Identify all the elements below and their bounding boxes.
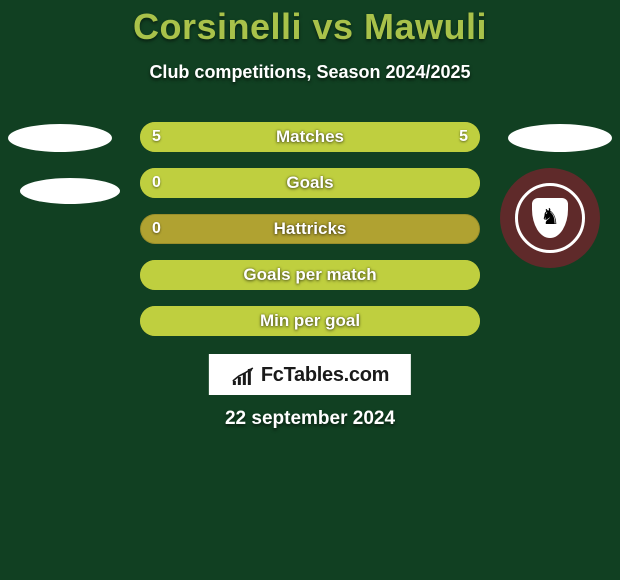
stat-bar-fill-right [140, 306, 480, 336]
page-title: Corsinelli vs Mawuli [0, 0, 620, 48]
stat-bar: Hattricks0 [140, 214, 480, 244]
stat-bar: Goals0 [140, 168, 480, 198]
stat-bar: Min per goal [140, 306, 480, 336]
right-player-badge-area: ♞ [500, 110, 620, 370]
club-crest-ring: ♞ [515, 183, 585, 253]
left-player-badge-area [0, 110, 120, 370]
snapshot-date: 22 september 2024 [0, 408, 620, 430]
stat-bar-fill-right [310, 122, 480, 152]
stat-bar: Matches55 [140, 122, 480, 152]
comparison-card: Corsinelli vs Mawuli Club competitions, … [0, 0, 620, 580]
brand-text: FcTables.com [261, 364, 389, 387]
right-ellipse-1 [508, 124, 612, 152]
brand-box: FcTables.com [209, 354, 411, 395]
stat-bar-fill-right [140, 168, 480, 198]
left-ellipse-1 [8, 124, 112, 152]
stats-bars: Matches55 Goals0 Hattricks0 Goals per match… [140, 122, 480, 352]
left-ellipse-2 [20, 178, 120, 204]
stat-bar-fill-right [140, 260, 480, 290]
horse-icon: ♞ [540, 204, 560, 230]
stat-bar-fill-left [140, 122, 310, 152]
brand-chart-icon [231, 367, 255, 385]
stat-bar: Goals per match [140, 260, 480, 290]
page-subtitle: Club competitions, Season 2024/2025 [0, 62, 620, 83]
stat-bar-label: Hattricks [140, 214, 480, 244]
club-crest: ♞ [500, 168, 600, 268]
stat-bar-value-left: 0 [152, 214, 161, 244]
